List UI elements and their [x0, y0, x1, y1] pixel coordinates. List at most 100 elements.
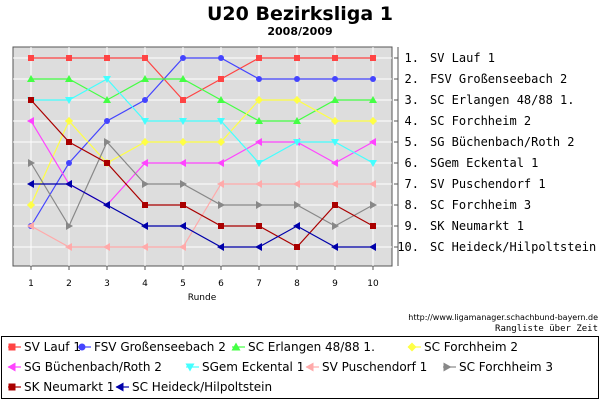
data-point: [255, 160, 263, 167]
x-tick-label: 9: [332, 279, 338, 289]
data-point: [27, 117, 34, 125]
x-tick-label: 6: [218, 279, 224, 289]
data-point: [369, 243, 376, 251]
rank-number: 6.: [405, 156, 419, 170]
data-point: [180, 202, 186, 208]
data-point: [65, 180, 72, 188]
data-point: [179, 75, 187, 82]
data-point: [217, 159, 224, 167]
data-point: [293, 117, 301, 124]
data-point: [27, 201, 35, 209]
data-point: [104, 55, 110, 61]
data-point: [179, 118, 187, 125]
data-point: [294, 76, 300, 82]
series-line: [31, 78, 374, 164]
legend-label: FSV Großenseebach 2: [94, 340, 226, 354]
legend-item-sg-buchenbach-roth-2: SG Büchenbach/Roth 2: [7, 360, 162, 374]
data-point: [217, 96, 225, 103]
data-point: [66, 222, 73, 230]
rank-label: SC Erlangen 48/88 1.: [430, 93, 575, 107]
rank-label: SC Heideck/Hilpoltstein: [430, 240, 596, 254]
data-point: [179, 222, 186, 230]
legend-marker: [115, 382, 124, 392]
series-lines: [27, 55, 377, 251]
x-tick-label: 2: [66, 279, 72, 289]
legend-marker: [185, 363, 195, 372]
legend-item-sv-lauf-1: SV Lauf 1: [8, 340, 81, 354]
data-point: [141, 138, 149, 146]
data-point: [65, 97, 73, 104]
data-point: [331, 159, 338, 167]
data-point: [331, 180, 338, 188]
data-point: [141, 222, 148, 230]
rank-number: 4.: [405, 114, 419, 128]
data-point: [218, 223, 224, 229]
legend-item-sgem-eckental-1: SGem Eckental 1: [185, 360, 304, 374]
source-url: http://www.ligamanager.schachbund-bayern…: [408, 313, 598, 322]
rank-number: 2.: [405, 72, 419, 86]
data-point: [370, 223, 376, 229]
data-point: [141, 243, 148, 251]
rank-label: SG Büchenbach/Roth 2: [430, 135, 575, 149]
data-point: [27, 222, 34, 230]
legend-marker: [231, 342, 241, 351]
data-point: [332, 76, 338, 82]
data-point: [331, 96, 339, 103]
x-tick-label: 5: [180, 279, 186, 289]
rank-label: FSV Großenseebach 2: [430, 72, 567, 86]
data-point: [293, 180, 300, 188]
data-point: [217, 180, 224, 188]
data-point: [331, 139, 339, 146]
data-point: [180, 180, 187, 188]
data-point: [179, 159, 186, 167]
data-point: [103, 96, 111, 103]
data-point: [217, 118, 225, 125]
series-line: [31, 183, 373, 248]
data-point: [255, 117, 263, 124]
data-point: [141, 75, 149, 82]
data-point: [293, 96, 301, 104]
x-tick-label: 1: [28, 279, 34, 289]
legend-marker: [8, 343, 16, 351]
data-point: [103, 201, 110, 209]
legend-item-sv-puschendorf-1: SV Puschendorf 1: [305, 360, 427, 374]
data-point: [370, 201, 377, 209]
x-tick-label: 10: [367, 279, 379, 289]
data-point: [104, 160, 110, 166]
data-point: [27, 75, 35, 82]
grid-lines: [13, 47, 392, 266]
data-point: [294, 55, 300, 61]
legend-label: SG Büchenbach/Roth 2: [24, 360, 162, 374]
data-point: [370, 55, 376, 61]
data-point: [66, 160, 72, 166]
data-point: [332, 202, 338, 208]
rank-number: 9.: [405, 219, 419, 233]
data-point: [370, 76, 376, 82]
data-point: [28, 55, 34, 61]
data-point: [179, 243, 186, 251]
data-point: [369, 160, 377, 167]
legend-label: SV Lauf 1: [24, 340, 81, 354]
series-sk-neumarkt-1: [28, 97, 376, 250]
data-point: [369, 96, 377, 103]
chart-subtitle: 2008/2009: [267, 25, 332, 38]
rank-number: 1.: [405, 51, 419, 65]
legend-marker: [443, 362, 452, 372]
data-point: [103, 243, 110, 251]
rank-label: SV Lauf 1: [430, 51, 495, 65]
legend-label: SV Puschendorf 1: [322, 360, 427, 374]
data-point: [142, 55, 148, 61]
data-point: [66, 139, 72, 145]
legend-label: SC Erlangen 48/88 1.: [248, 340, 375, 354]
x-tick-label: 8: [294, 279, 300, 289]
data-point: [294, 244, 300, 250]
data-point: [142, 202, 148, 208]
data-point: [104, 138, 111, 146]
legend-item-sc-forchheim-2: SC Forchheim 2: [407, 340, 518, 354]
rank-label: SGem Eckental 1: [430, 156, 538, 170]
rank-number: 7.: [405, 177, 419, 191]
legend-marker: [7, 362, 16, 372]
data-point: [28, 97, 34, 103]
x-tick-label: 7: [256, 279, 262, 289]
